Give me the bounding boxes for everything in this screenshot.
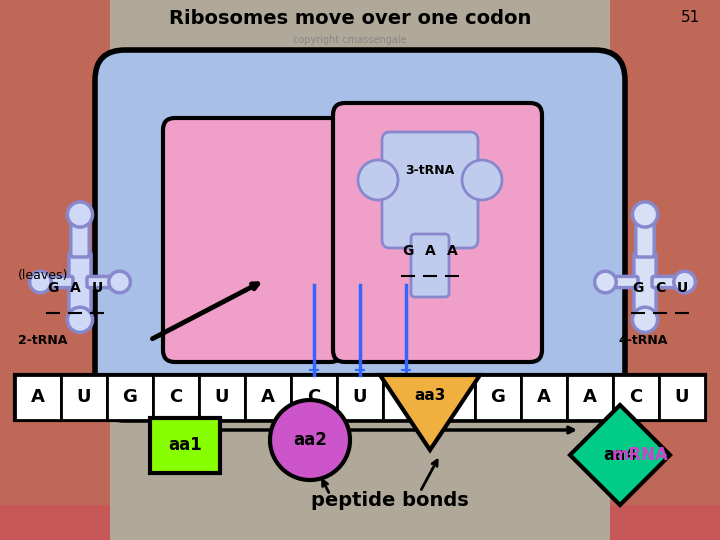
- Text: aa3: aa3: [414, 388, 446, 402]
- Circle shape: [674, 271, 696, 293]
- Text: A: A: [31, 388, 45, 407]
- Text: aa4: aa4: [603, 446, 637, 464]
- Circle shape: [68, 307, 93, 333]
- Text: 3-tRNA: 3-tRNA: [405, 164, 454, 177]
- Bar: [15, 375, 705, 420]
- Text: aa2: aa2: [293, 431, 327, 449]
- FancyBboxPatch shape: [42, 276, 73, 288]
- Bar: [0, 505, 720, 540]
- FancyBboxPatch shape: [87, 276, 118, 288]
- FancyBboxPatch shape: [71, 221, 89, 257]
- Bar: [15, 375, 61, 420]
- Text: 2-tRNA: 2-tRNA: [18, 334, 68, 347]
- Circle shape: [632, 307, 657, 333]
- Bar: [150, 417, 220, 472]
- FancyBboxPatch shape: [333, 103, 542, 362]
- Text: (leaves): (leaves): [18, 268, 68, 281]
- Bar: [153, 375, 199, 420]
- Text: peptide bonds: peptide bonds: [311, 490, 469, 510]
- Text: C: C: [169, 388, 183, 407]
- Text: aa1: aa1: [168, 436, 202, 454]
- Polygon shape: [380, 375, 480, 450]
- Bar: [110, 0, 610, 540]
- Text: G: G: [122, 388, 138, 407]
- Text: mRNA: mRNA: [611, 446, 668, 464]
- Bar: [613, 375, 659, 420]
- Text: G: G: [48, 281, 59, 295]
- Text: A: A: [537, 388, 551, 407]
- Text: A: A: [446, 244, 457, 258]
- Bar: [610, 0, 720, 540]
- Bar: [107, 375, 153, 420]
- FancyBboxPatch shape: [95, 50, 625, 420]
- Text: G: G: [402, 244, 414, 258]
- Text: U: U: [399, 388, 413, 407]
- Text: A: A: [425, 244, 436, 258]
- Bar: [475, 375, 521, 420]
- Text: 4-tRNA: 4-tRNA: [618, 334, 667, 347]
- Circle shape: [30, 271, 51, 293]
- Text: U: U: [353, 388, 367, 407]
- Bar: [199, 375, 245, 420]
- Bar: [521, 375, 567, 420]
- Text: C: C: [307, 388, 320, 407]
- Polygon shape: [570, 405, 670, 505]
- Bar: [429, 375, 475, 420]
- Text: U: U: [215, 388, 229, 407]
- FancyBboxPatch shape: [163, 118, 342, 362]
- Bar: [659, 375, 705, 420]
- Text: 51: 51: [680, 10, 700, 25]
- Text: copyright cmassengale: copyright cmassengale: [293, 35, 407, 45]
- Text: U: U: [77, 388, 91, 407]
- FancyBboxPatch shape: [652, 276, 683, 288]
- FancyBboxPatch shape: [411, 234, 449, 297]
- Bar: [0, 0, 110, 540]
- Text: A: A: [70, 281, 81, 295]
- Bar: [383, 375, 429, 420]
- FancyBboxPatch shape: [634, 252, 656, 312]
- Bar: [245, 375, 291, 420]
- Text: C: C: [629, 388, 643, 407]
- Text: U: U: [91, 281, 103, 295]
- Text: U: U: [676, 281, 688, 295]
- Text: C: C: [446, 388, 459, 407]
- Text: Ribosomes move over one codon: Ribosomes move over one codon: [168, 9, 531, 28]
- Circle shape: [109, 271, 130, 293]
- Text: G: G: [490, 388, 505, 407]
- Circle shape: [632, 202, 657, 227]
- Text: G: G: [632, 281, 644, 295]
- Circle shape: [462, 160, 502, 200]
- Bar: [337, 375, 383, 420]
- FancyBboxPatch shape: [607, 276, 638, 288]
- Text: A: A: [261, 388, 275, 407]
- Text: U: U: [675, 388, 689, 407]
- Bar: [291, 375, 337, 420]
- FancyBboxPatch shape: [636, 221, 654, 257]
- Circle shape: [68, 202, 93, 227]
- FancyBboxPatch shape: [382, 132, 478, 248]
- Bar: [61, 375, 107, 420]
- Circle shape: [358, 160, 398, 200]
- Text: C: C: [655, 281, 665, 295]
- Circle shape: [595, 271, 616, 293]
- FancyBboxPatch shape: [69, 252, 91, 312]
- Circle shape: [270, 400, 350, 480]
- Text: A: A: [583, 388, 597, 407]
- Bar: [567, 375, 613, 420]
